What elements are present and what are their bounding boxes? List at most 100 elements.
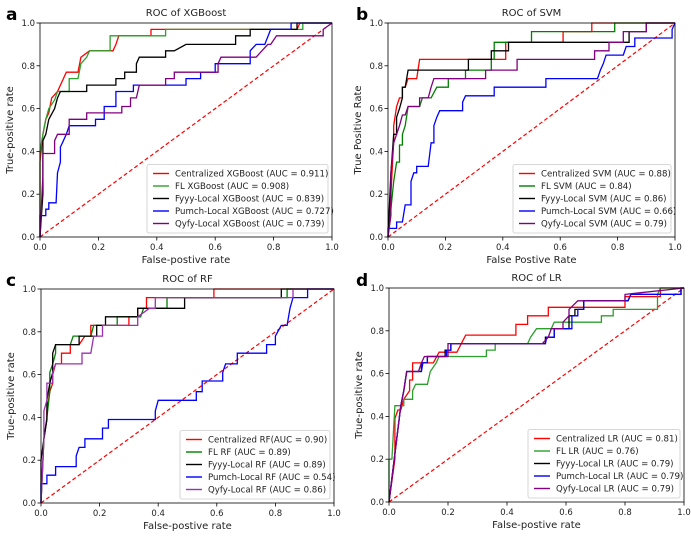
panel-letter: b [356,5,368,25]
x-tick-label: 1.0 [327,509,341,519]
y-tick-label: 0.0 [370,498,384,508]
legend-box [527,429,681,499]
x-tick-label: 0.8 [267,243,281,253]
y-tick-label: 0.8 [21,62,35,72]
roc-curve-2 [387,22,675,238]
y-tick-label: 0.4 [370,412,384,422]
y-tick-label: 0.2 [22,456,36,466]
x-axis-label: False Postive Rate [486,255,576,266]
roc-panel-b: b ROC of SVM False Postive Rate True Positi… [353,5,682,266]
x-tick-label: 0.6 [208,243,222,253]
legend-box [512,164,672,234]
x-axis-label: False-postive rate [142,255,231,266]
legend: Centralized SVM (AUC = 0.88) FL SVM (AUC … [512,164,676,234]
legend-label: FL RF (AUC = 0.89) [208,448,291,458]
x-tick-label: 0.0 [34,509,48,519]
x-tick-label: 0.2 [93,509,107,519]
roc-curve-4 [39,22,333,238]
chance-diagonal-line [39,22,333,238]
chart-title: ROC of RF [162,274,213,285]
roc-curve-3 [39,22,332,237]
chart-title: ROC of SVM [502,8,562,19]
x-tick-label: 0.4 [496,243,510,253]
roc-panel-a: a ROC of XGBoost False-postive rate True-po… [5,5,339,266]
roc-curve-3 [387,22,676,237]
legend-label: Qyfy-Local SVM (AUC = 0.79) [541,220,667,230]
x-tick-label: 0.4 [150,243,164,253]
roc-panel-d: d ROC of LR False-postive rate True-positiv… [354,271,691,531]
x-tick-label: 0.0 [381,243,395,253]
legend-box [146,164,329,234]
axes-frame [388,287,685,503]
roc-curve-4 [40,288,334,504]
x-tick-label: 0.6 [559,508,573,518]
legend-label: Centralized RF(AUC = 0.90) [208,436,327,446]
legend-label: FL SVM (AUC = 0.84) [541,182,632,192]
y-tick-label: 0.6 [370,370,384,380]
y-tick-label: 0.6 [21,105,35,115]
legend: Centralized XGBoost (AUC = 0.911) FL XGBo… [146,164,334,234]
y-tick-label: 0.6 [22,371,36,381]
legend-label: Qyfy-Local RF (AUC = 0.86) [208,486,326,496]
x-tick-label: 0.4 [151,509,165,519]
x-tick-label: 0.6 [553,243,567,253]
y-tick-label: 1.0 [22,285,36,295]
legend-label: Qyfy-Local XGBoost (AUC = 0.739) [175,220,324,230]
x-tick-label: 0.6 [210,509,224,519]
y-tick-label: 0.8 [22,328,36,338]
x-tick-label: 0.2 [92,243,106,253]
chance-diagonal-line [388,287,685,503]
x-axis-label: False-postive rate [492,520,581,531]
legend: Centralized LR (AUC = 0.81) FL LR (AUC = … [527,429,683,499]
legend-label: Pumch-Local RF (AUC = 0.54) [208,473,335,483]
chart-title: ROC of XGBoost [146,8,227,19]
y-tick-label: 0.4 [22,413,36,423]
x-axis-label: False-postive rate [143,521,232,532]
roc-curve-1 [39,22,332,237]
x-tick-label: 0.0 [33,243,47,253]
x-tick-label: 1.0 [668,243,682,253]
roc-panel-c: c ROC of RF False-postive rate True-positiv… [6,271,341,532]
axes-frame [387,22,676,238]
x-tick-label: 0.8 [618,508,632,518]
legend-label: Fyyy-Local SVM (AUC = 0.86) [541,195,667,205]
x-tick-label: 0.8 [269,509,283,519]
legend-label: FL XGBoost (AUC = 0.908) [175,182,289,192]
legend-label: Pumch-Local SVM (AUC = 0.66) [541,207,676,217]
roc-curve-4 [388,287,685,503]
legend-label: FL LR (AUC = 0.76) [556,447,639,457]
x-tick-label: 0.0 [382,508,396,518]
y-tick-label: 0.0 [21,233,35,243]
legend-label: Centralized SVM (AUC = 0.88) [541,170,671,180]
chance-diagonal-line [40,288,335,504]
panel-letter: c [6,271,16,291]
y-tick-label: 0.2 [370,455,384,465]
legend-label: Centralized XGBoost (AUC = 0.911) [175,170,328,180]
roc-curve-3 [40,288,334,503]
y-axis-label: True-positive rate [354,351,365,440]
y-tick-label: 1.0 [369,19,383,29]
y-tick-label: 0.2 [21,190,35,200]
legend-label: Qyfy-Local LR (AUC = 0.79) [556,485,674,495]
roc-curve-2 [40,288,334,503]
y-tick-label: 0.2 [369,190,383,200]
legend-box [179,430,331,500]
legend: Centralized RF(AUC = 0.90) FL RF (AUC = 0… [179,430,335,500]
panel-letter: d [356,271,368,291]
y-tick-label: 0.4 [369,147,383,157]
legend-label: Fyyy-Local LR (AUC = 0.79) [556,460,674,470]
y-axis-label: True Positive Rate [353,85,364,175]
x-tick-label: 1.0 [677,508,691,518]
legend-label: Fyyy-Local XGBoost (AUC = 0.839) [175,195,324,205]
y-tick-label: 0.0 [369,233,383,243]
legend-label: Pumch-Local LR (AUC = 0.79) [556,472,683,482]
y-axis-label: True-positive rate [6,352,17,441]
legend-label: Pumch-Local XGBoost (AUC = 0.727) [175,207,334,217]
y-axis-label: True-positive rate [5,86,16,175]
legend-label: Fyyy-Local RF (AUC = 0.89) [208,461,326,471]
legend-label: Centralized LR (AUC = 0.81) [556,435,678,445]
roc-curve-4 [387,22,675,238]
x-tick-label: 1.0 [325,243,339,253]
y-tick-label: 1.0 [370,284,384,294]
